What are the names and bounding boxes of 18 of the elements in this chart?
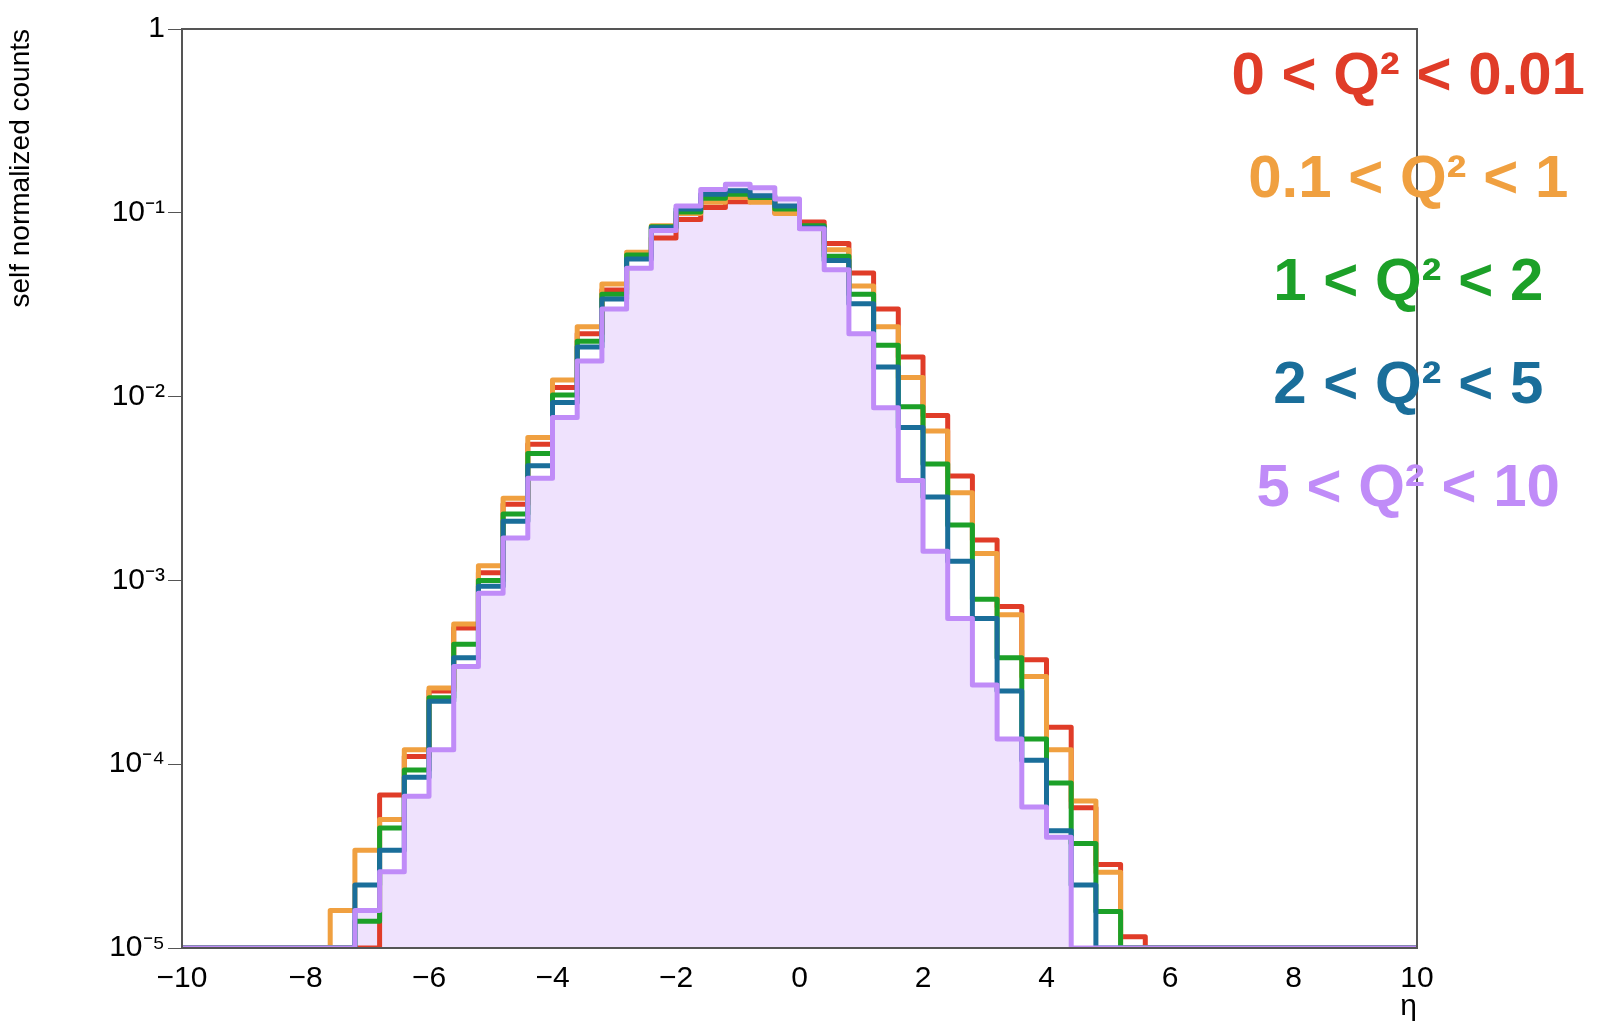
- x-tick-label: −6: [411, 960, 447, 994]
- x-tick-label: 2: [914, 960, 932, 994]
- x-tick-label: −4: [535, 960, 570, 994]
- x-tick-label: −2: [658, 960, 694, 994]
- y-tick-label: 10⁻⁴: [108, 745, 165, 779]
- y-tick-label: 1: [148, 10, 165, 44]
- y-tick-label: 10⁻¹: [111, 194, 166, 228]
- x-tick-label: −10: [156, 960, 208, 994]
- y-tick-label: 10⁻²: [111, 377, 166, 411]
- y-tick-label: 10⁻³: [111, 561, 166, 595]
- x-tick-label: 0: [791, 960, 808, 994]
- x-tick-label: 4: [1038, 960, 1055, 994]
- y-tick-label: 10⁻⁵: [109, 929, 165, 963]
- x-tick-label: −8: [288, 960, 323, 994]
- y-axis-title: self normalized counts: [3, 29, 35, 308]
- text: 0 < Q² < 0.01: [1231, 40, 1585, 107]
- x-tick-label: 6: [1161, 960, 1179, 994]
- x-tick-label: 8: [1285, 960, 1302, 994]
